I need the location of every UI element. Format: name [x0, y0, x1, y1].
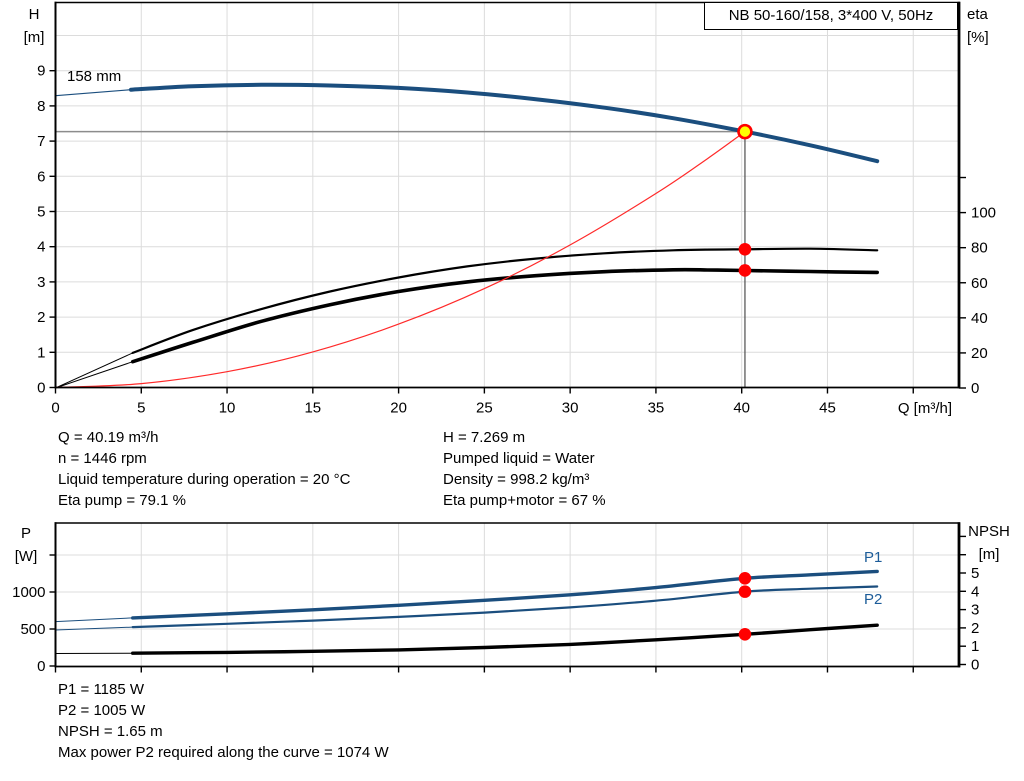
eta-pump-motor-curve-ext — [55, 361, 134, 389]
x-tick-label: 20 — [390, 400, 407, 417]
npsh-axis-unit: [m] — [978, 546, 1000, 563]
h-axis-label-group: H [m] — [17, 3, 51, 49]
H-tick-label: 9 — [37, 63, 45, 80]
eta-pump-curve[interactable] — [131, 247, 879, 354]
info-liquid-temperature: Liquid temperature during operation = 20… — [58, 471, 351, 488]
h-axis-label: H — [28, 6, 40, 23]
eta-tick-label: 0 — [971, 380, 979, 397]
p1-curve-label: P1 — [864, 549, 883, 566]
x-tick-label: 35 — [648, 400, 665, 417]
npsh-axis-label: NPSH — [968, 523, 1010, 540]
H-tick-label: 2 — [37, 309, 45, 326]
NPSH-tick-label: 1 — [971, 638, 979, 655]
x-tick-label: 25 — [476, 400, 493, 417]
duty-point[interactable] — [737, 123, 753, 140]
pump-curve-ext — [54, 89, 132, 97]
x-tick-label: 0 — [51, 400, 59, 417]
info-pumped-liquid: Pumped liquid = Water — [443, 450, 595, 467]
p2-curve[interactable] — [131, 585, 879, 629]
result-info: P1 = 1185 W P2 = 1005 W NPSH = 1.65 m Ma… — [58, 679, 389, 763]
eta-tick-label: 40 — [971, 310, 988, 327]
H-tick-label: 4 — [37, 239, 45, 256]
x-tick-label: 10 — [219, 400, 236, 417]
x-tick-label: 45 — [819, 400, 836, 417]
affinity-parabola — [54, 131, 746, 389]
x-tick-label: 40 — [733, 400, 750, 417]
H-tick-label: 8 — [37, 98, 45, 115]
result-p1: P1 = 1185 W — [58, 681, 145, 698]
operating-info-left: Q = 40.19 m³/h n = 1446 rpm Liquid tempe… — [58, 427, 350, 511]
eta-axis-unit: [%] — [967, 29, 989, 46]
H-tick-label: 3 — [37, 274, 45, 291]
H-tick-label: 7 — [37, 133, 45, 150]
NPSH-tick-label: 3 — [971, 602, 979, 619]
x-tick-label: 15 — [304, 400, 321, 417]
H-tick-label: 1 — [37, 344, 45, 361]
p2-curve-ext — [55, 626, 134, 631]
pump-title: NB 50-160/158, 3*400 V, 50Hz — [728, 7, 934, 24]
info-speed: n = 1446 rpm — [58, 450, 147, 467]
pump-curve[interactable] — [129, 82, 880, 164]
P-tick-label: 0 — [37, 658, 45, 675]
info-eta-pump: Eta pump = 79.1 % — [58, 492, 186, 509]
h-axis-unit: [m] — [23, 29, 45, 46]
NPSH-tick-label: 4 — [971, 583, 979, 600]
eta-axis-label-group: eta [%] — [967, 3, 989, 49]
P-tick-label: 500 — [20, 621, 45, 638]
info-density: Density = 998.2 kg/m³ — [443, 471, 590, 488]
eta-tick-label: 60 — [971, 275, 988, 292]
P-tick-label: 1000 — [12, 584, 45, 601]
p1-curve-ext — [55, 617, 134, 623]
x-tick-label: 30 — [562, 400, 579, 417]
p1-point[interactable] — [738, 572, 752, 585]
p-axis-label-group: P [W] — [11, 522, 41, 568]
eta-tick-label: 20 — [971, 345, 988, 362]
power-npsh-plot: 0 500 1000 0 123 45 — [12, 522, 979, 675]
p2-point[interactable] — [738, 585, 752, 598]
p2-curve-label: P2 — [864, 591, 883, 608]
p1-curve[interactable] — [131, 569, 879, 620]
eta-pump-point[interactable] — [738, 242, 752, 256]
eta-pump-motor-curve[interactable] — [130, 267, 879, 364]
operating-info-right: H = 7.269 m Pumped liquid = Water Densit… — [443, 427, 606, 511]
NPSH-tick-label: 5 — [971, 565, 979, 582]
npsh-point[interactable] — [738, 628, 752, 641]
info-head: H = 7.269 m — [443, 429, 526, 446]
eta-pump-motor-point[interactable] — [738, 264, 752, 277]
p-axis-label: P — [20, 525, 31, 542]
q-axis-label: Q [m³/h] — [897, 400, 952, 417]
npsh-curve[interactable] — [131, 623, 879, 655]
eta-tick-label: 100 — [971, 205, 996, 222]
H-tick-label: 0 — [37, 380, 45, 397]
H-tick-label: 6 — [37, 168, 45, 185]
result-p2: P2 = 1005 W — [58, 702, 146, 719]
p-axis-unit: [W] — [14, 548, 38, 565]
NPSH-tick-label: 0 — [971, 657, 979, 674]
eta-pump-curve-ext — [55, 352, 134, 389]
eta-tick-label: 80 — [971, 240, 988, 257]
impeller-diameter-label: 158 mm — [67, 68, 122, 85]
x-tick-label: 5 — [137, 400, 145, 417]
result-max-p2: Max power P2 required along the curve = … — [58, 744, 389, 761]
H-tick-label: 5 — [37, 204, 45, 221]
npsh-axis-label-group: NPSH [m] — [964, 520, 1014, 566]
info-flow: Q = 40.19 m³/h — [58, 429, 159, 446]
info-eta-pump-motor: Eta pump+motor = 67 % — [443, 492, 606, 509]
NPSH-tick-label: 2 — [971, 620, 979, 637]
eta-axis-label: eta — [967, 6, 988, 23]
result-npsh: NPSH = 1.65 m — [58, 723, 163, 740]
pump-title-box: NB 50-160/158, 3*400 V, 50Hz — [704, 2, 958, 30]
